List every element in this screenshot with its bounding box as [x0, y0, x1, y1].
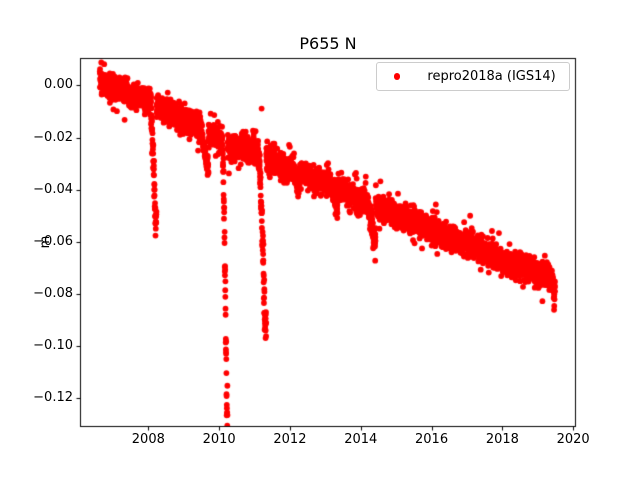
- chart-title: P655 N: [299, 34, 357, 53]
- x-tick-label: 2008: [131, 432, 165, 447]
- legend: repro2018a (IGS14): [376, 62, 570, 91]
- y-tick-label: −0.10: [33, 338, 73, 354]
- x-tick-label: 2012: [273, 432, 307, 447]
- y-tick-label: −0.08: [33, 286, 73, 301]
- x-tick-label: 2018: [485, 432, 519, 447]
- x-tick-label: 2010: [202, 432, 236, 447]
- legend-entry-label: repro2018a (IGS14): [427, 69, 556, 84]
- y-tick-label: −0.02: [33, 129, 73, 145]
- y-tick-label: −0.12: [33, 390, 73, 406]
- x-tick-label: 2016: [415, 432, 449, 447]
- x-tick-label: 2014: [344, 432, 378, 447]
- y-tick-label: −0.04: [33, 181, 73, 197]
- y-tick-label: −0.06: [33, 233, 73, 249]
- y-tick-label: 0.00: [44, 77, 73, 93]
- x-tick-label: 2020: [556, 432, 590, 447]
- legend-marker-dot-icon: [394, 73, 401, 80]
